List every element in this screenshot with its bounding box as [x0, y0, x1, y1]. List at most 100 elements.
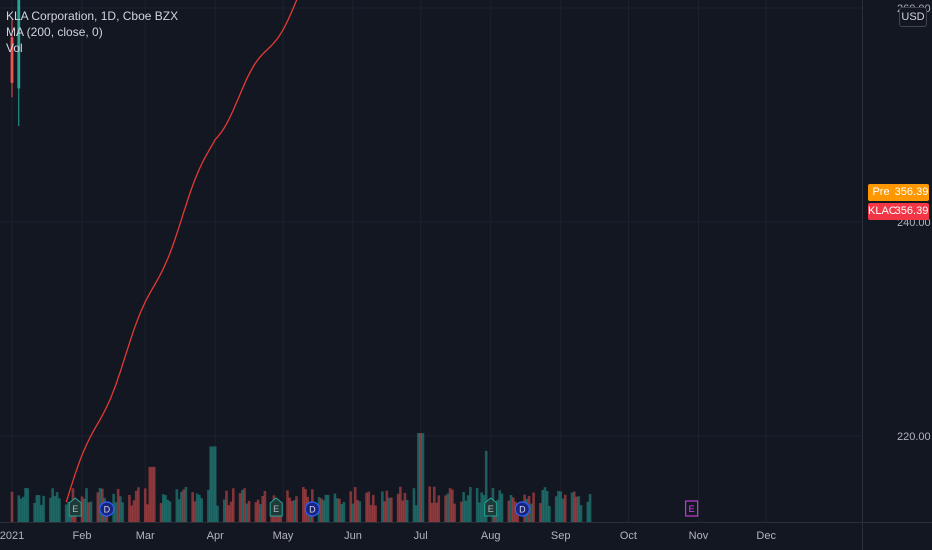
volume-bar [381, 491, 384, 522]
x-tick-label: Feb [73, 530, 92, 542]
volume-indicator-label[interactable]: Vol [6, 41, 23, 55]
volume-bar [326, 494, 330, 522]
volume-bar [333, 493, 337, 522]
volume-bar [403, 492, 407, 522]
currency-badge[interactable]: USD [899, 7, 927, 27]
volume-bar [399, 486, 402, 522]
svg-text:E: E [488, 504, 494, 514]
volume-bar [243, 488, 246, 522]
volume-bar [225, 490, 228, 522]
volume-bar [222, 499, 226, 522]
volume-bar [26, 488, 30, 522]
y-tick-label: 240.00 [897, 217, 931, 229]
volume-bar [98, 488, 102, 522]
volume-bar [539, 503, 542, 522]
volume-bar [417, 433, 420, 522]
dividend-marker[interactable]: D [99, 501, 115, 517]
x-tick-label: Sep [551, 530, 571, 542]
volume-bar [532, 492, 535, 522]
volume-bar [134, 490, 138, 522]
volume-bar [387, 497, 391, 522]
volume-bar [496, 499, 499, 522]
volume-bar [24, 487, 27, 522]
volume-bar [475, 487, 479, 522]
volume-bar [207, 489, 210, 522]
volume-bar [385, 490, 389, 522]
candle-body [10, 37, 14, 83]
volume-bar [227, 505, 231, 522]
volume-bar [444, 495, 447, 522]
volume-bar [193, 501, 197, 522]
volume-bar [356, 499, 359, 522]
volume-bar [288, 497, 292, 522]
volume-bar [451, 489, 454, 522]
volume-bar [82, 498, 86, 522]
last-price-tag: KLAC 356.39 [868, 203, 929, 220]
volume-bar [42, 495, 45, 522]
volume-bar [541, 490, 544, 522]
volume-bar [175, 489, 179, 522]
volume-bar [421, 433, 425, 522]
volume-bar [349, 491, 353, 522]
volume-bar [119, 496, 122, 522]
volume-bar [85, 488, 88, 522]
volume-bar [367, 491, 371, 522]
volume-bar [530, 503, 533, 522]
premarket-price-tag: Pre 356.39 [868, 184, 929, 201]
volume-bar [182, 489, 185, 522]
earnings-marker[interactable]: E [68, 497, 82, 517]
volume-bar [184, 486, 188, 522]
volume-bar [209, 446, 213, 522]
volume-bar [371, 494, 375, 522]
dividend-marker[interactable]: D [514, 501, 530, 517]
volume-bar [49, 497, 52, 522]
svg-text:D: D [309, 505, 316, 515]
volume-bar [548, 505, 551, 522]
volume-bar [588, 493, 592, 522]
volume-bar [121, 502, 124, 522]
volume-bar [453, 503, 456, 522]
volume-bar [435, 502, 438, 522]
volume-bar [164, 495, 167, 522]
earnings-marker[interactable]: E [269, 497, 283, 517]
symbol-label[interactable]: KLA Corporation, 1D, Cboe BZX [6, 9, 179, 23]
volume-bar [200, 498, 203, 522]
volume-bar [51, 488, 54, 522]
x-tick-label: Aug [481, 530, 501, 542]
volume-bar [432, 486, 436, 522]
earnings-marker[interactable]: E [685, 500, 699, 517]
volume-bar [295, 496, 298, 522]
volume-bar [40, 504, 43, 522]
volume-bar [460, 501, 463, 522]
volume-bar [213, 446, 217, 522]
volume-bar [256, 499, 260, 522]
volume-bar [575, 496, 578, 522]
volume-bar [448, 488, 452, 522]
candle-body [17, 0, 21, 89]
volume-bar [342, 502, 346, 522]
volume-bar [259, 504, 262, 522]
svg-text:D: D [519, 505, 526, 515]
volume-bar [33, 503, 36, 522]
x-tick-label: Oct [620, 530, 637, 542]
x-tick-label: May [273, 530, 294, 542]
ma-indicator-label[interactable]: MA (200, close, 0) [6, 25, 103, 39]
volume-bar [383, 501, 386, 522]
volume-bar [180, 491, 183, 522]
volume-bar [64, 504, 68, 522]
volume-bar [195, 493, 199, 522]
dividend-marker[interactable]: D [304, 501, 320, 517]
volume-bar [10, 491, 14, 522]
earnings-marker[interactable]: E [484, 497, 498, 517]
volume-bar [304, 489, 307, 522]
volume-bar [177, 499, 181, 522]
volume-bar [374, 505, 377, 522]
svg-text:D: D [104, 505, 111, 515]
volume-bar [557, 490, 560, 522]
volume-bar [159, 503, 163, 522]
volume-bar [161, 494, 165, 522]
volume-bar [484, 450, 488, 522]
volume-bar [37, 495, 41, 522]
volume-bar [353, 487, 357, 522]
